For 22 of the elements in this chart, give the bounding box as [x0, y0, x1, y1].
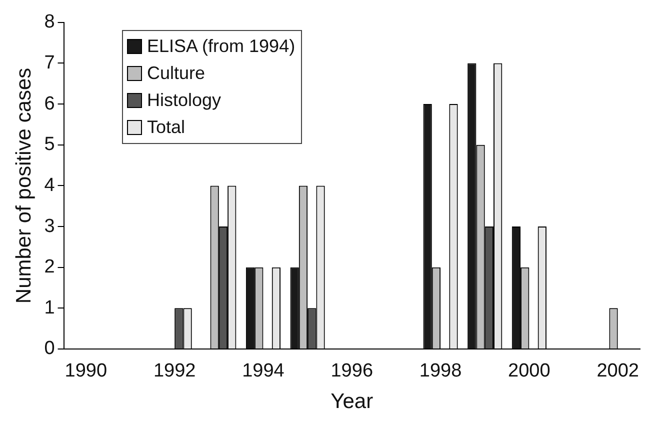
- y-tick-label: 1: [44, 297, 55, 318]
- legend-label: ELISA (from 1994): [147, 35, 296, 58]
- y-tick-label: 6: [44, 93, 55, 114]
- y-tick-label: 3: [44, 216, 55, 237]
- x-tick-label: 2002: [596, 360, 639, 382]
- legend-label: Culture: [147, 62, 206, 85]
- legend-label: Total: [147, 116, 186, 139]
- x-tick-label: 1994: [242, 360, 285, 382]
- y-tick-label: 4: [44, 174, 56, 196]
- y-tick-label: 7: [44, 52, 55, 74]
- y-tick-label: 8: [44, 12, 55, 33]
- y-tick-label: 5: [44, 134, 55, 156]
- y-axis-title: Number of positive cases: [12, 68, 36, 304]
- x-tick-label: 2000: [508, 360, 550, 382]
- y-tick-label: 2: [44, 256, 55, 278]
- y-tick-label: 0: [44, 338, 55, 360]
- x-axis-title: Year: [330, 390, 374, 414]
- x-tick-label: 1992: [153, 360, 196, 382]
- legend-label: Histology: [147, 89, 222, 112]
- x-tick-label: 1998: [419, 360, 462, 382]
- x-tick-label: 1990: [64, 360, 108, 382]
- x-tick-label: 1996: [330, 360, 374, 382]
